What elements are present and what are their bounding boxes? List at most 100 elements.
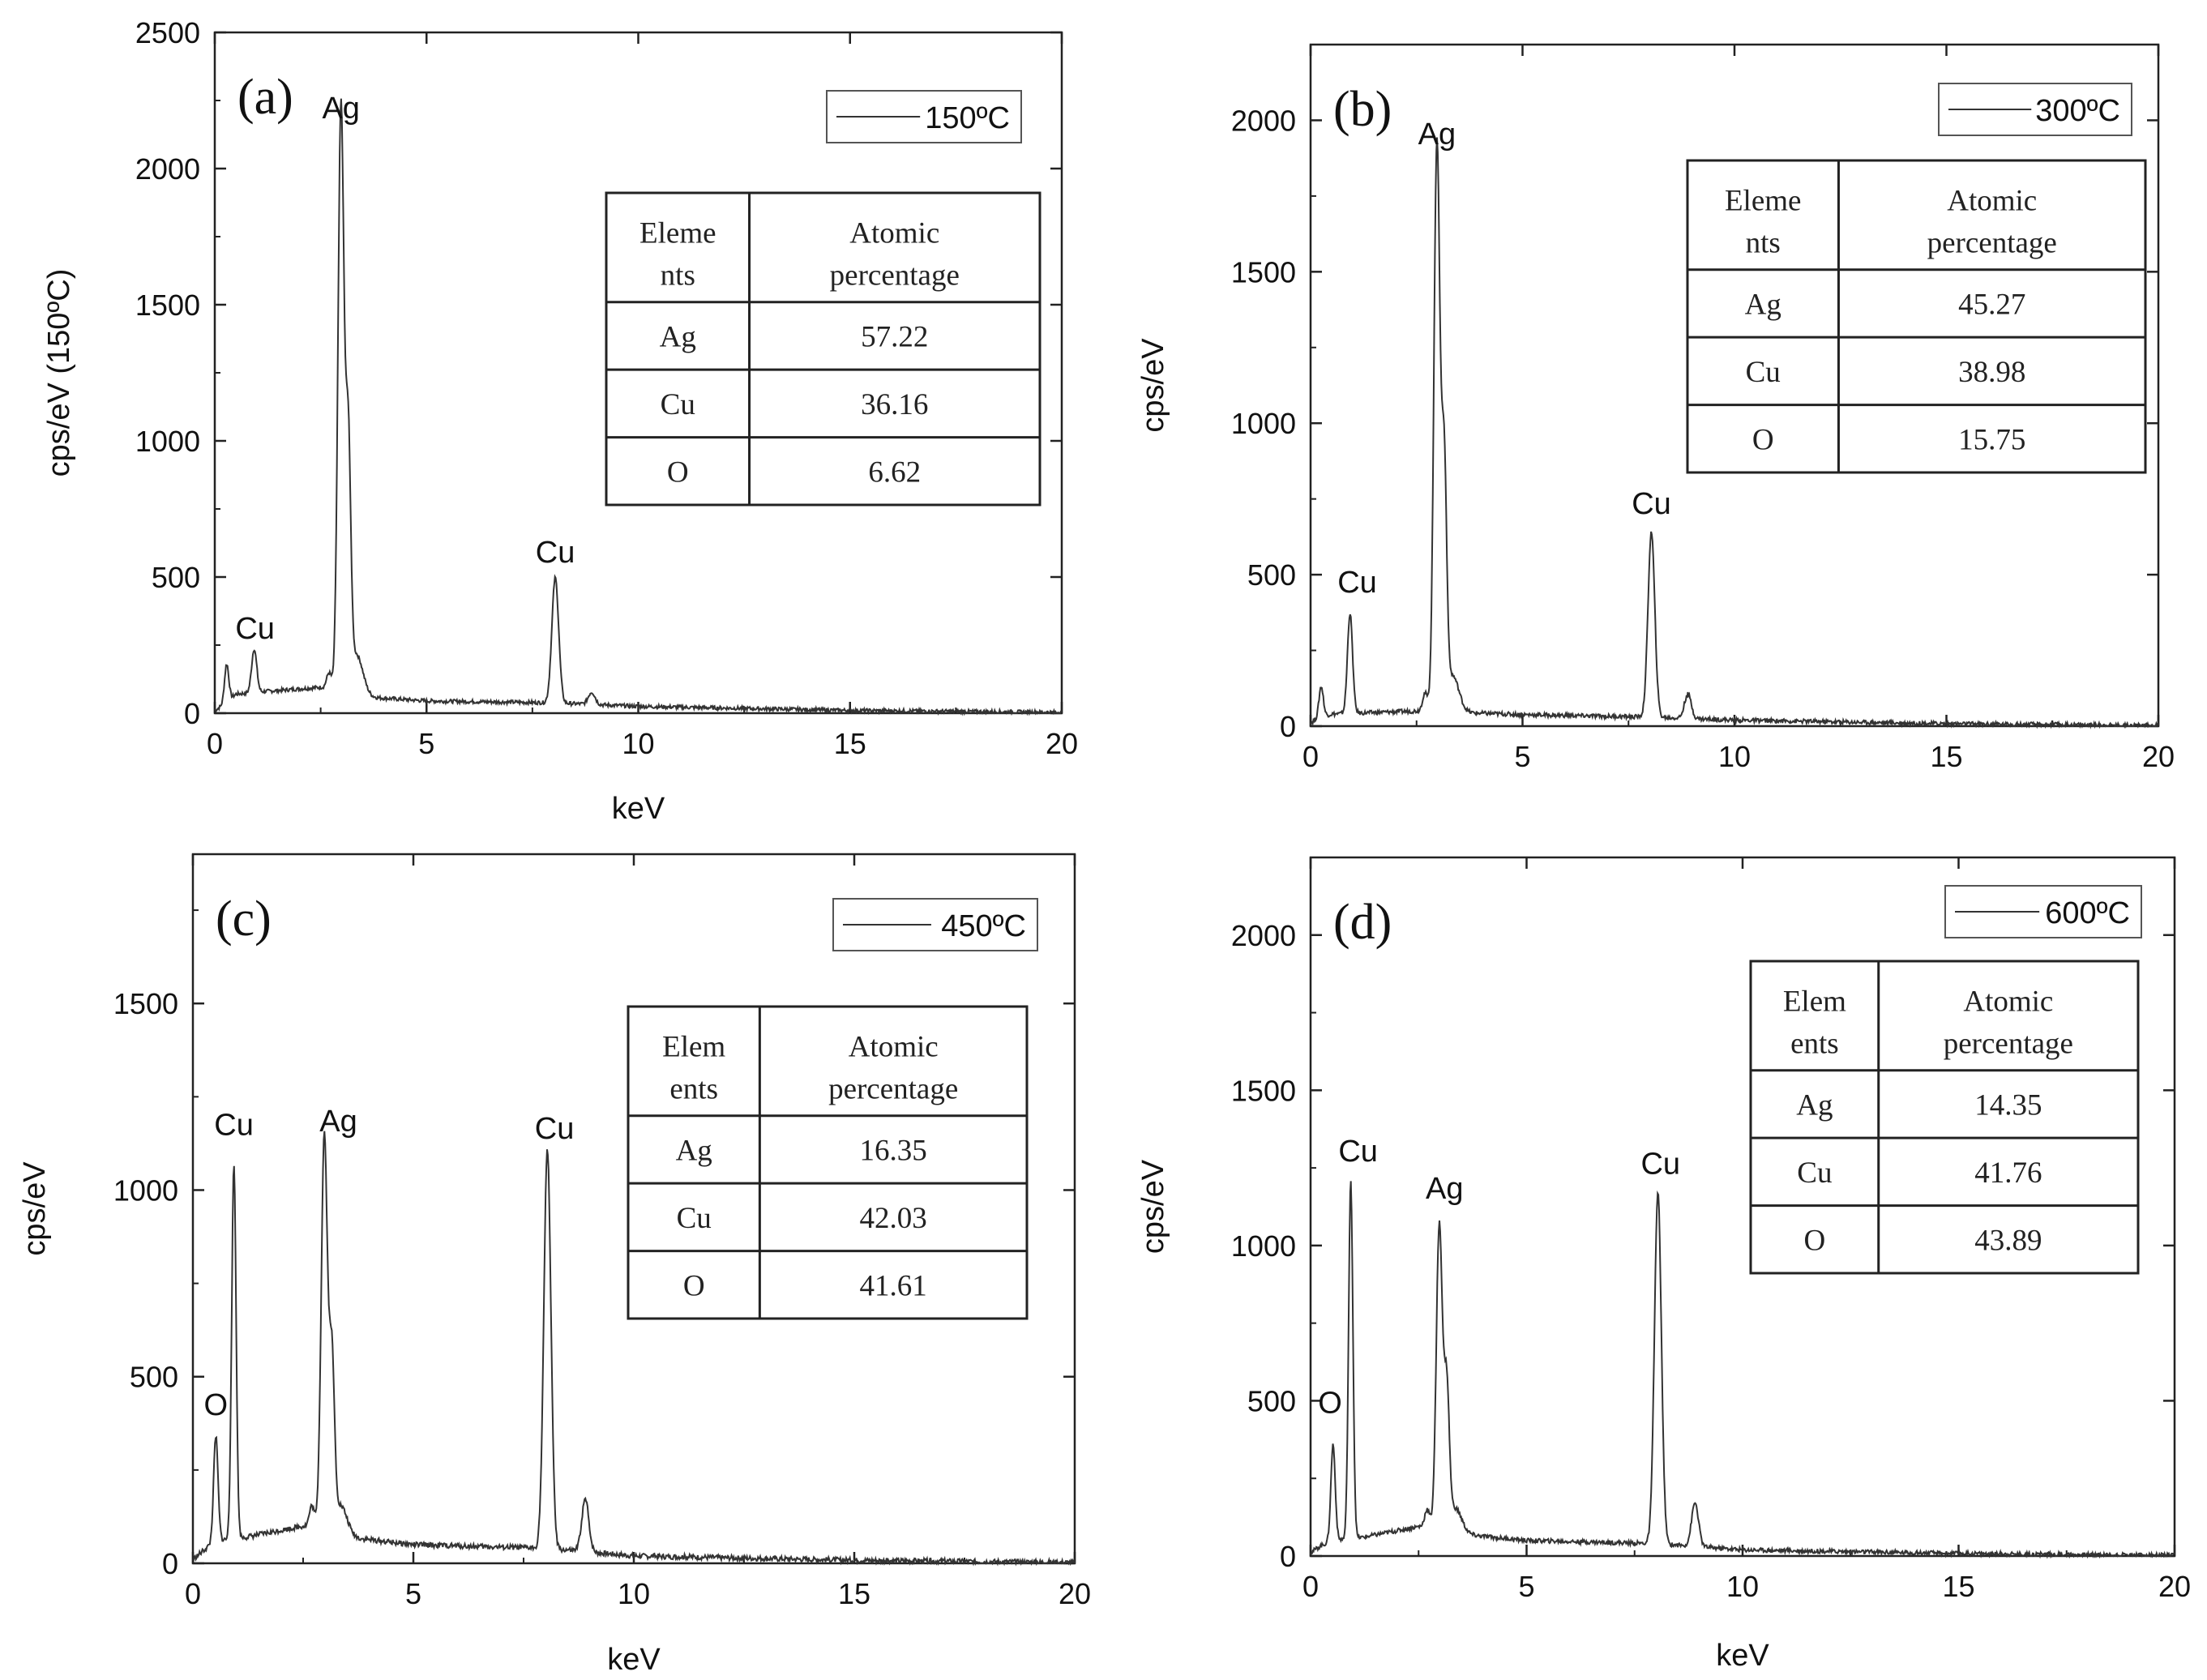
panel-label: (c) — [216, 891, 272, 947]
y-tick-label: 1000 — [113, 1173, 178, 1207]
spectrum-line — [214, 98, 1063, 716]
x-tick-label: 5 — [1514, 740, 1530, 773]
table-cell-value: 45.27 — [1958, 288, 2025, 321]
x-tick-label: 5 — [405, 1577, 421, 1610]
table-cell-element: O — [683, 1269, 705, 1302]
x-tick-label: 15 — [1930, 740, 1962, 773]
peak-label: O — [204, 1388, 229, 1422]
y-axis-label: cps/eV — [18, 1161, 52, 1256]
x-tick-label: 15 — [838, 1577, 870, 1610]
table-header-atomic: Atomic percentage — [828, 1030, 958, 1105]
table-cell-value: 41.61 — [860, 1269, 927, 1302]
peak-label: Ag — [1426, 1172, 1463, 1206]
x-axis-label: keV — [607, 1643, 661, 1677]
table-cell-element: Cu — [1746, 356, 1781, 389]
y-tick-label: 2000 — [1231, 104, 1296, 137]
legend-label: 150ºC — [925, 101, 1010, 135]
x-tick-label: 0 — [185, 1577, 201, 1610]
y-tick-label: 500 — [130, 1361, 178, 1394]
peak-label: O — [1318, 1386, 1342, 1420]
table-header-line: Elem — [662, 1030, 725, 1063]
table-header-line: Atomic — [849, 216, 939, 250]
panel-label: (a) — [237, 70, 293, 125]
peak-label: Cu — [1338, 1135, 1378, 1169]
panel-label: (b) — [1333, 82, 1392, 137]
table-cell-value: 57.22 — [861, 320, 928, 353]
table-cell-element: O — [1804, 1224, 1826, 1257]
y-axis-label: cps/eV — [1136, 338, 1170, 433]
table-cell-element: Ag — [676, 1134, 712, 1167]
legend: 300ºC — [1938, 83, 2132, 136]
table-cell-element: Ag — [660, 320, 696, 353]
y-tick-label: 1500 — [1231, 255, 1296, 289]
panel-label: (d) — [1333, 895, 1392, 950]
composition-table: Elem ents Atomic percentage Ag 16.35 Cu 42.03 O 4… — [627, 1005, 1029, 1320]
composition-table: Eleme nts Atomic percentage Ag 45.27 Cu 38.98 O 1… — [1686, 159, 2147, 474]
table-cell-value: 41.76 — [1974, 1156, 2042, 1190]
peak-label: Cu — [1337, 566, 1377, 600]
legend-label: 600ºC — [2045, 896, 2130, 930]
legend: 600ºC — [1944, 885, 2142, 938]
table-cell-value: 15.75 — [1958, 423, 2025, 456]
table-cell-element: Cu — [1797, 1156, 1832, 1190]
composition-table: Eleme nts Atomic percentage Ag 57.22 Cu 36.16 O 6… — [605, 191, 1041, 507]
y-tick-label: 500 — [152, 561, 200, 594]
table-header-line: percentage — [828, 1072, 958, 1105]
table-border — [1686, 159, 2147, 474]
peak-label: Ag — [1418, 118, 1456, 152]
composition-table: Elem ents Atomic percentage Ag 14.35 Cu 41.76 O 4… — [1749, 960, 2140, 1275]
table-header-line: percentage — [1927, 226, 2057, 259]
peak-label: Cu — [214, 1109, 254, 1143]
y-tick-label: 1500 — [135, 289, 200, 322]
x-tick-label: 20 — [2158, 1570, 2191, 1603]
table-cell-element: O — [1752, 423, 1774, 456]
table-cell-value: 36.16 — [861, 388, 928, 421]
table-header-line: Eleme — [1725, 184, 1802, 217]
x-tick-label: 5 — [418, 727, 434, 760]
table-cell-element: Ag — [1796, 1088, 1833, 1122]
table-header-line: Atomic — [849, 1030, 939, 1063]
peak-label: Cu — [1632, 487, 1671, 521]
x-tick-label: 10 — [1718, 740, 1751, 773]
table-header-line: Atomic — [1947, 184, 2037, 217]
table-header-elements: Eleme nts — [639, 216, 716, 292]
chart-panel-d: 0 5 10 15 20 0 500 1000 1500 2000 keV cps/eV O Cu Ag Cu… — [1136, 856, 2191, 1673]
table-cell-value: 14.35 — [1974, 1088, 2042, 1122]
peak-label: Cu — [235, 612, 275, 646]
x-tick-label: 0 — [1302, 740, 1319, 773]
y-tick-label: 2000 — [135, 152, 200, 186]
y-tick-label: 1000 — [1231, 407, 1296, 440]
table-header-line: percentage — [830, 259, 960, 292]
table-cell-value: 42.03 — [860, 1202, 927, 1235]
table-cell-element: O — [667, 455, 689, 489]
chart-panel-c: 0 5 10 15 20 0 500 1000 1500 keV cps/eV O Cu Ag Cu (c) 4… — [18, 853, 1091, 1677]
y-tick-label: 1000 — [135, 425, 200, 458]
y-tick-label: 1000 — [1231, 1229, 1296, 1263]
x-tick-label: 15 — [834, 727, 866, 760]
y-tick-label: 0 — [162, 1547, 178, 1580]
table-cell-element: Cu — [677, 1202, 712, 1235]
table-header-atomic: Atomic percentage — [1927, 184, 2057, 259]
table-cell-element: Cu — [661, 388, 695, 421]
chart-panel-a: 0 5 10 15 20 0 500 1000 1500 2000 2500 keV cps/eV (1… — [42, 16, 1078, 826]
table-header-line: nts — [661, 259, 695, 292]
spectrum-line — [1310, 1181, 2175, 1559]
legend: 450ºC — [832, 898, 1038, 951]
table-header-line: Eleme — [639, 216, 716, 250]
x-axis-label: keV — [612, 792, 665, 826]
table-header-atomic: Atomic percentage — [830, 216, 960, 292]
table-border — [605, 191, 1041, 507]
table-header-line: percentage — [1944, 1027, 2073, 1060]
x-tick-label: 10 — [1726, 1570, 1759, 1603]
x-axis-label: keV — [1716, 1639, 1769, 1673]
y-tick-label: 1500 — [113, 987, 178, 1020]
x-tick-label: 0 — [1302, 1570, 1319, 1603]
table-cell-value: 16.35 — [860, 1134, 927, 1167]
peak-label: Cu — [1640, 1147, 1680, 1181]
x-tick-label: 5 — [1518, 1570, 1534, 1603]
y-tick-label: 2500 — [135, 16, 200, 49]
x-tick-label: 10 — [622, 727, 654, 760]
x-tick-label: 10 — [618, 1577, 650, 1610]
y-tick-label: 0 — [1280, 1540, 1296, 1573]
